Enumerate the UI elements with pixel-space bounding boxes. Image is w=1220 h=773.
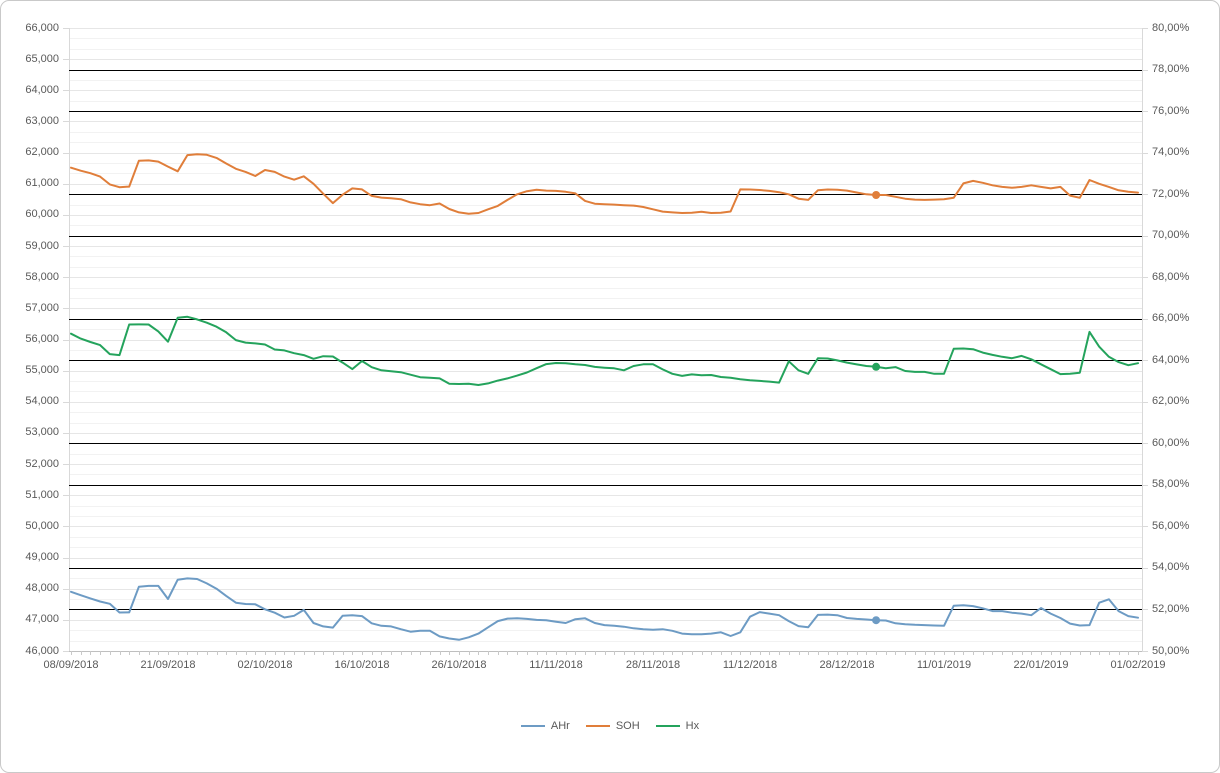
left-axis-tick-label: 58,000 xyxy=(25,270,59,283)
left-axis-tick-label: 54,000 xyxy=(25,395,59,408)
left-axis-tick-label: 55,000 xyxy=(25,364,59,377)
x-axis-tick-label: 26/10/2018 xyxy=(431,659,487,671)
left-axis-tick-label: 52,000 xyxy=(25,457,59,470)
left-axis-tick-label: 56,000 xyxy=(25,333,59,345)
x-axis-tick-label: 11/12/2018 xyxy=(722,659,778,671)
right-axis-tick-label: 78,00% xyxy=(1152,63,1190,76)
left-axis-tick-label: 48,000 xyxy=(25,582,59,595)
x-axis-tick-label: 16/10/2018 xyxy=(334,659,390,671)
right-axis-tick-label: 76,00% xyxy=(1152,104,1190,117)
right-axis-tick-label: 50,00% xyxy=(1152,644,1190,657)
series-marker-ahr[interactable] xyxy=(872,616,881,625)
legend-label: Hx xyxy=(685,720,700,732)
left-axis-tick-label: 66,000 xyxy=(25,21,59,34)
left-axis-tick-label: 60,000 xyxy=(25,208,59,221)
legend-swatch-soh xyxy=(585,725,610,727)
x-axis-tick-label: 08/09/2018 xyxy=(43,659,99,671)
series-line-soh[interactable] xyxy=(70,153,1139,215)
left-axis-tick-label: 47,000 xyxy=(25,613,59,626)
right-axis-tick-label: 58,00% xyxy=(1152,478,1190,491)
left-axis-tick-label: 64,000 xyxy=(25,83,59,96)
right-axis-tick-label: 80,00% xyxy=(1152,21,1190,34)
right-axis-tick-label: 74,00% xyxy=(1152,146,1190,159)
legend: AHr SOH Hx xyxy=(1,715,1219,737)
legend-item-hx[interactable]: Hx xyxy=(655,720,700,732)
left-axis-tick-label: 49,000 xyxy=(25,551,59,564)
left-axis-tick-label: 57,000 xyxy=(25,301,59,314)
right-axis-tick-label: 72,00% xyxy=(1152,187,1190,200)
left-axis-tick-label: 63,000 xyxy=(25,114,59,127)
x-axis-tick-label: 28/11/2018 xyxy=(625,659,681,671)
left-axis-tick-label: 65,000 xyxy=(25,52,59,65)
legend-item-soh[interactable]: SOH xyxy=(585,720,640,732)
x-axis-tick-label: 21/09/2018 xyxy=(140,659,196,671)
right-axis-tick-label: 60,00% xyxy=(1152,436,1190,449)
x-axis-tick-label: 01/02/2019 xyxy=(1110,659,1166,671)
x-axis-tick-label: 11/01/2019 xyxy=(916,659,972,671)
left-axis-tick-label: 53,000 xyxy=(25,426,59,439)
right-axis-tick-label: 52,00% xyxy=(1152,602,1190,615)
left-axis-tick-label: 50,000 xyxy=(25,519,59,532)
x-axis-tick-label: 22/01/2019 xyxy=(1013,659,1069,671)
series-line-ahr[interactable] xyxy=(70,577,1139,641)
x-axis-tick-label: 11/11/2018 xyxy=(529,659,583,671)
series-marker-hx[interactable] xyxy=(872,362,881,371)
right-axis-tick-label: 56,00% xyxy=(1152,519,1190,532)
right-axis-tick-label: 64,00% xyxy=(1152,353,1190,366)
legend-swatch-ahr xyxy=(520,725,545,727)
x-axis-tick-label: 02/10/2018 xyxy=(237,659,293,671)
legend-label: AHr xyxy=(550,720,570,732)
left-axis-tick-label: 62,000 xyxy=(25,146,59,159)
legend-item-ahr[interactable]: AHr xyxy=(520,720,570,732)
right-axis-tick-label: 66,00% xyxy=(1152,312,1190,325)
right-axis-tick-label: 68,00% xyxy=(1152,270,1190,283)
legend-swatch-hx xyxy=(655,725,680,727)
series-line-hx[interactable] xyxy=(70,315,1139,386)
left-axis-tick-label: 46,000 xyxy=(25,644,59,657)
x-axis-tick-label: 28/12/2018 xyxy=(819,659,875,671)
series-marker-soh[interactable] xyxy=(872,191,881,199)
left-axis-tick-label: 61,000 xyxy=(25,177,59,190)
right-axis-tick-label: 70,00% xyxy=(1152,229,1190,242)
left-axis-tick-label: 51,000 xyxy=(25,488,59,501)
right-axis-tick-label: 62,00% xyxy=(1152,395,1190,408)
right-axis-tick-label: 54,00% xyxy=(1152,561,1190,574)
legend-label: SOH xyxy=(615,720,640,732)
left-axis-tick-label: 59,000 xyxy=(25,239,59,252)
